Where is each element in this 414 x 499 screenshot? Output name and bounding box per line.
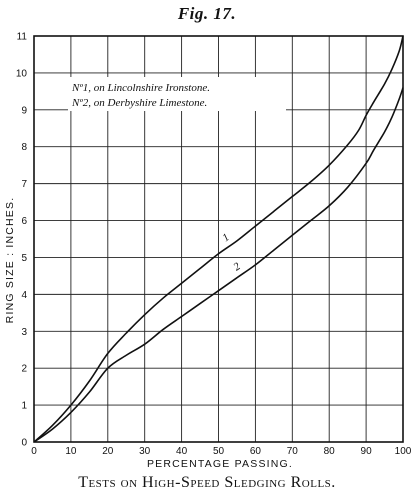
y-tick-label: 8 [21, 142, 27, 153]
y-tick-label: 2 [21, 364, 27, 375]
legend-entry-1: Nº1, on Lincolnshire Ironstone. [71, 82, 210, 94]
y-tick-label: 3 [21, 327, 27, 338]
y-tick-label: 7 [21, 179, 27, 190]
x-axis-label: PERCENTAGE PASSING. [147, 458, 293, 470]
x-tick-label: 90 [361, 446, 373, 457]
x-tick-label: 30 [139, 446, 151, 457]
series-line-1 [33, 35, 404, 443]
series-line-2 [33, 87, 404, 443]
series-label-2: 2 [231, 260, 243, 273]
plot-frame [33, 35, 404, 443]
y-tick-label: 0 [21, 438, 27, 449]
x-tick-label: 100 [395, 446, 412, 457]
x-tick-label: 0 [31, 446, 37, 457]
x-tick-label: 10 [65, 446, 77, 457]
x-tick-label: 60 [250, 446, 262, 457]
x-tick-label: 40 [176, 446, 188, 457]
legend: Nº1, on Lincolnshire Ironstone. Nº2, on … [68, 77, 286, 111]
series-label-1: 1 [220, 231, 231, 244]
figure-title: Fig. 17. [177, 4, 237, 23]
x-tick-label: 80 [324, 446, 336, 457]
y-tick-label: 1 [21, 401, 27, 412]
figure-caption: Tests on High-Speed Sledging Rolls. [78, 474, 336, 491]
x-tick-label: 70 [287, 446, 299, 457]
y-tick-label: 6 [21, 216, 27, 227]
y-tick-label: 5 [21, 253, 27, 264]
y-tick-label: 9 [21, 105, 27, 116]
series-layer: 12 [33, 35, 404, 443]
legend-box [68, 77, 286, 111]
y-axis-label: RING SIZE : INCHES. [4, 197, 16, 324]
x-tick-label: 20 [102, 446, 114, 457]
y-tick-label: 4 [21, 290, 27, 301]
y-tick-label: 10 [16, 68, 28, 79]
y-tick-label: 11 [17, 32, 28, 43]
x-tick-label: 50 [213, 446, 225, 457]
legend-entry-2: Nº2, on Derbyshire Limestone. [71, 97, 207, 109]
